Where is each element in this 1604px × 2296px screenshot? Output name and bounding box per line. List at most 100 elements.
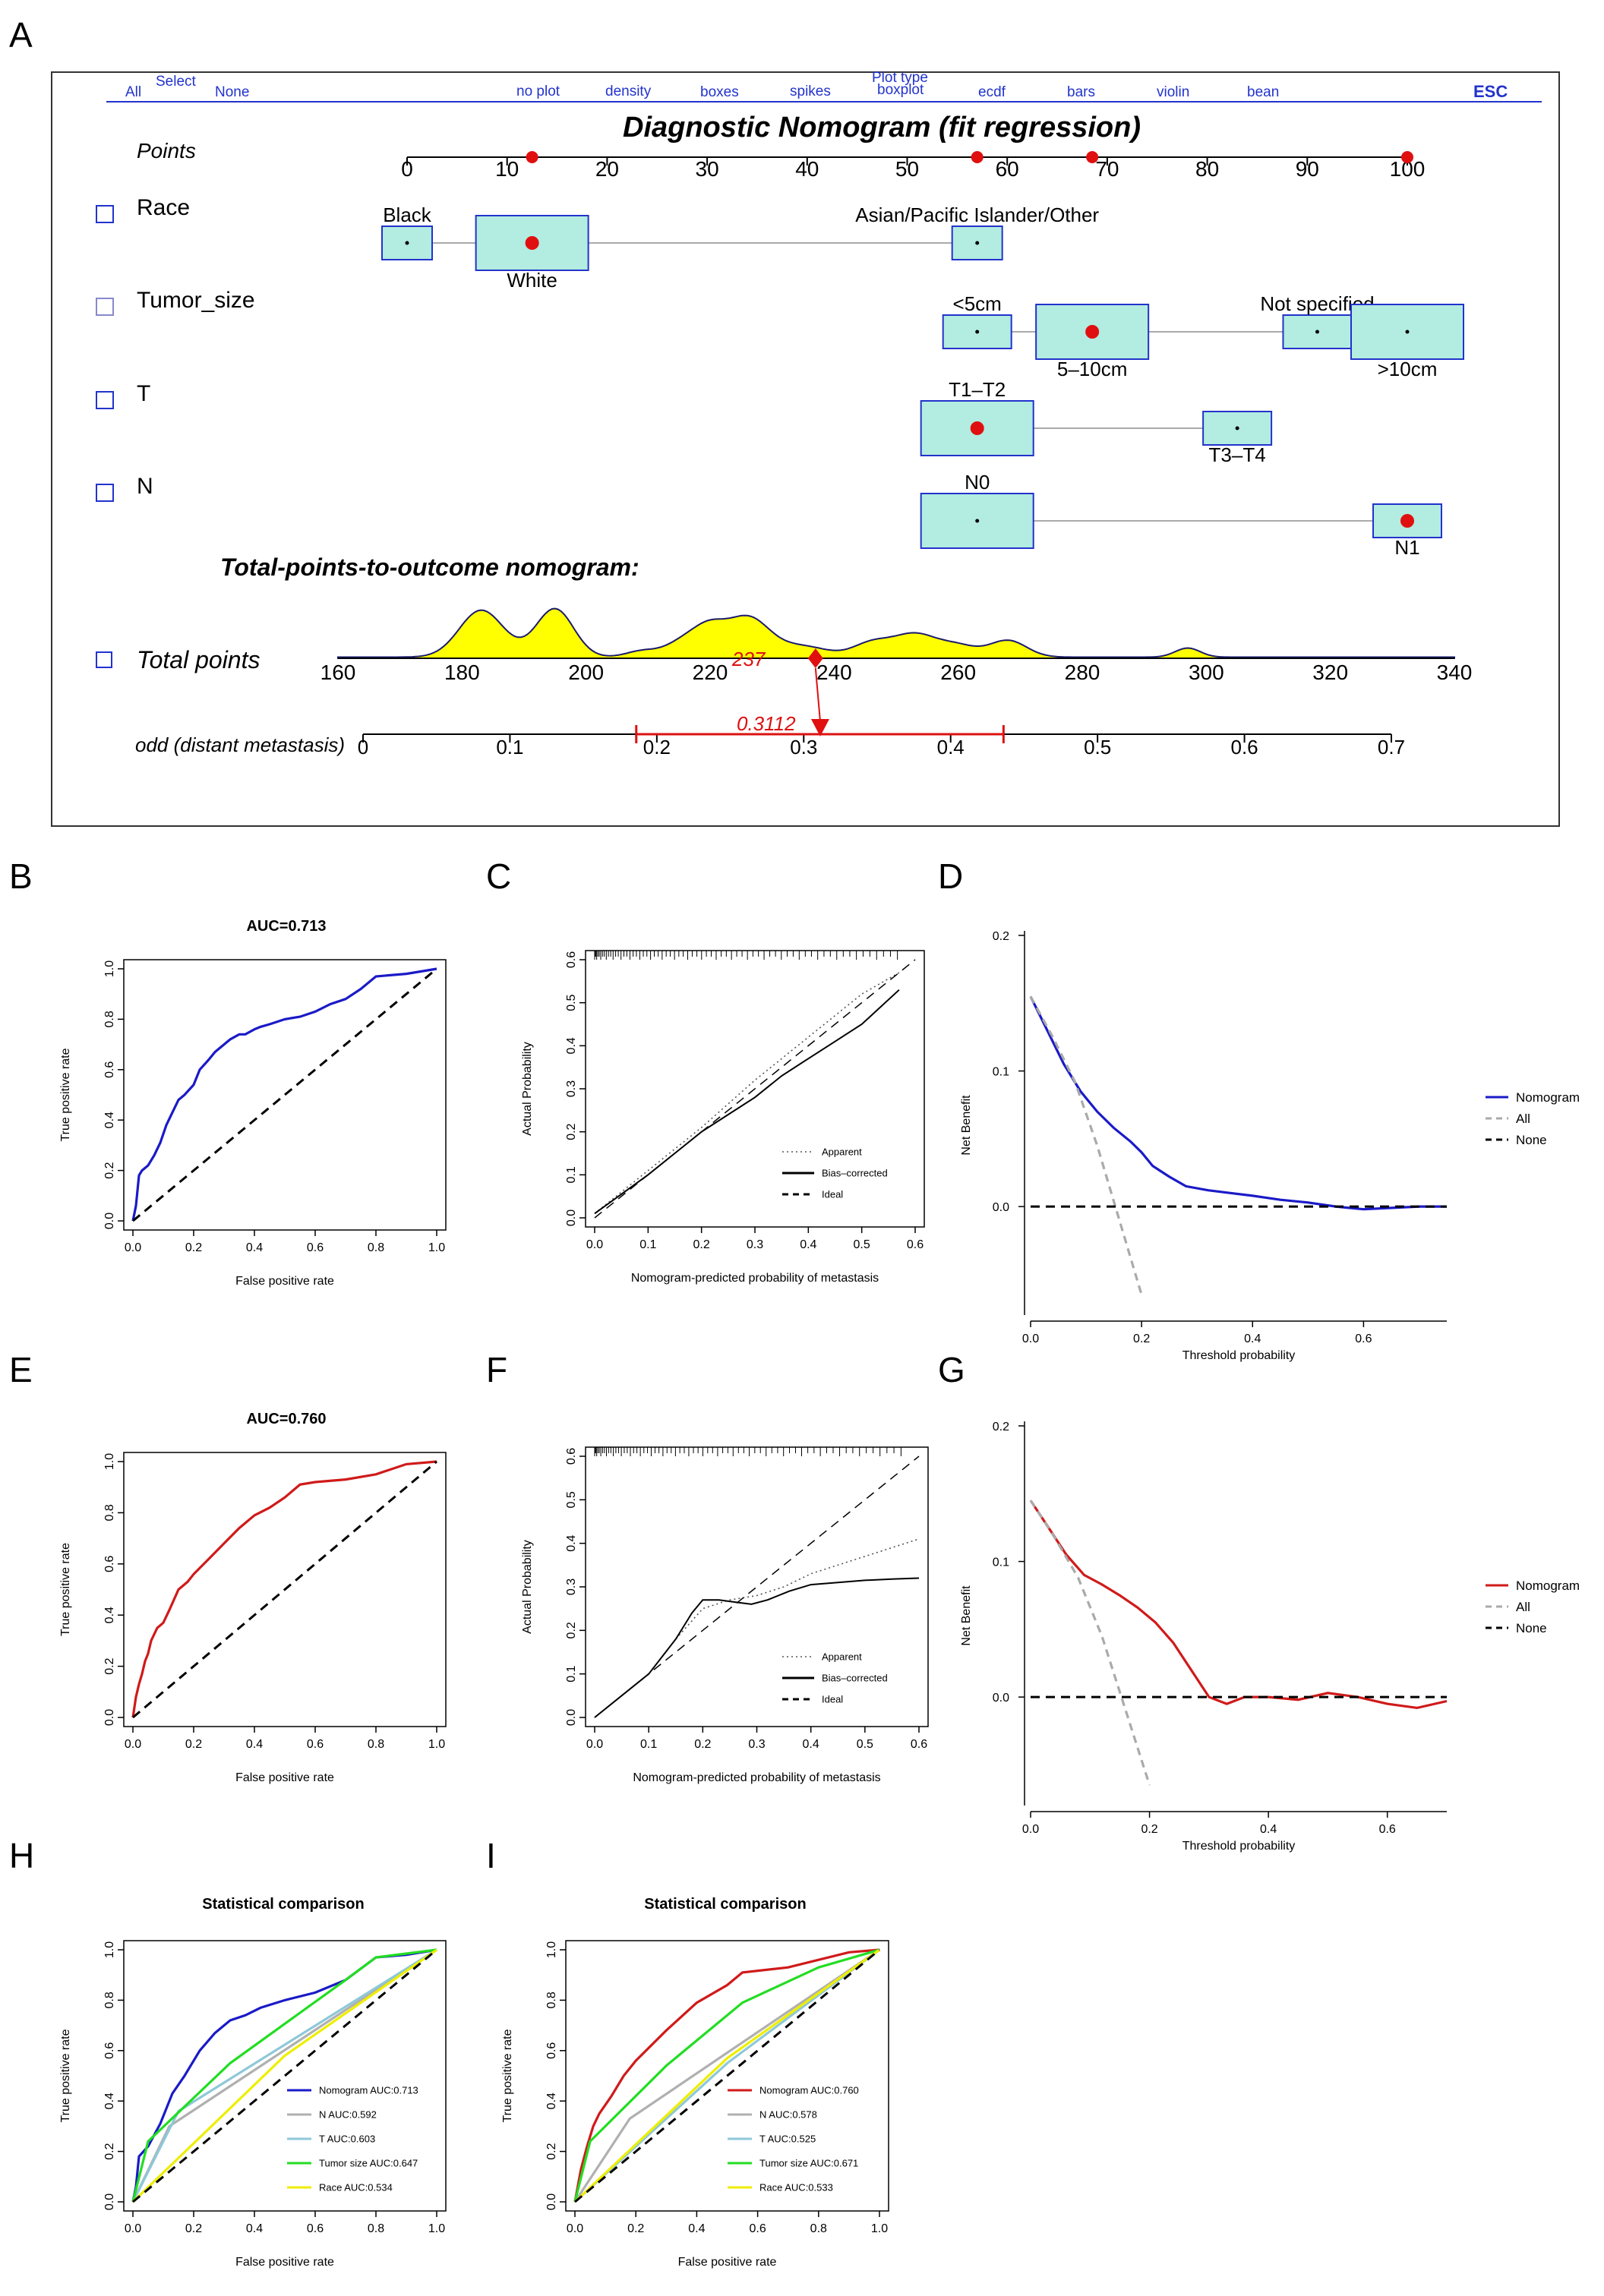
x-tick-label: 0.4 [688, 2222, 705, 2235]
x-tick-label: 0.4 [1244, 1332, 1261, 1345]
panel-letter-c: C [486, 856, 511, 896]
points-tick-label: 20 [595, 157, 619, 181]
y-tick-label: 0.1 [993, 1556, 1009, 1569]
series-line-apparent [594, 972, 900, 1214]
level-label: <5cm [953, 292, 1002, 315]
odd-label: odd (distant metastasis) [135, 733, 345, 756]
x-tick-label: 0.6 [911, 1738, 927, 1751]
series-line-reference [132, 967, 437, 1222]
level-selected-dot [970, 421, 984, 435]
level-selected-dot [525, 236, 539, 250]
legend-label: None [1516, 1621, 1547, 1635]
total-tick-label: 160 [320, 661, 356, 684]
variable-checkbox [96, 205, 114, 223]
x-tick-label: 0.6 [1355, 1332, 1372, 1345]
plot-frame [123, 1940, 447, 2212]
level-selected-dot [1085, 325, 1100, 339]
y-axis-label: Actual Probability [521, 1540, 534, 1634]
x-tick-label: 0.0 [586, 1238, 603, 1251]
x-tick-label: 1.0 [428, 2222, 445, 2235]
level-selected-dot [1400, 514, 1414, 528]
menu-boxes[interactable]: boxes [700, 84, 739, 100]
menu-bars[interactable]: bars [1067, 84, 1095, 100]
menu-none[interactable]: None [215, 84, 249, 100]
menu-ecdf[interactable]: ecdf [978, 84, 1006, 100]
x-tick-label: 0.6 [907, 1238, 924, 1251]
level-dot [975, 519, 980, 523]
x-tick-label: 0.2 [1141, 1823, 1157, 1836]
points-axis: 0 10 20 30 40 50 60 70 80 90 100 [401, 151, 1425, 181]
menu-boxplot[interactable]: boxplot [877, 82, 924, 98]
menu-no-plot[interactable]: no plot [516, 84, 560, 99]
menu-esc[interactable]: ESC [1473, 82, 1508, 101]
x-axis-label: Nomogram-predicted probability of metast… [631, 1272, 879, 1285]
series-line-nomogram [1029, 995, 1447, 1211]
x-axis-label: False positive rate [235, 2256, 334, 2269]
plot-frame [565, 1940, 889, 2212]
x-tick-label: 0.3 [748, 1738, 765, 1751]
total-tick-label: 200 [568, 661, 604, 684]
series-line-nomogram [1029, 1500, 1448, 1710]
total-checkbox[interactable] [96, 651, 112, 668]
level-dot [1315, 330, 1319, 334]
level-label: 5–10cm [1057, 358, 1128, 380]
series-line-reference [132, 1460, 437, 1719]
total-heading: Total-points-to-outcome nomogram: [220, 554, 639, 581]
level-dot [975, 330, 980, 334]
panel-letter-f: F [486, 1350, 507, 1389]
x-tick-label: 0.8 [810, 2222, 827, 2235]
x-tick-label: 0.0 [567, 2222, 583, 2235]
y-axis-label: Actual Probability [521, 1042, 534, 1136]
x-tick-label: 0.6 [749, 2222, 766, 2235]
nomogram-variables: Race Black White Asian/Pacific Islander/Oth… [96, 195, 1464, 559]
menu-violin[interactable]: violin [1157, 84, 1189, 100]
chart-g: 0.0 0.2 0.4 0.6 0.0 0.1 0.2 Threshold probabili… [960, 1421, 1580, 1853]
y-tick-label: 0.0 [565, 1709, 578, 1726]
x-tick-label: 0.8 [368, 1241, 384, 1254]
y-tick-label: 0.4 [545, 2093, 558, 2109]
series-line-n-auc-0-578 [573, 1948, 880, 2203]
series-line-ideal [594, 1456, 920, 1718]
level-label: N1 [1394, 536, 1419, 559]
x-tick-label: 0.2 [185, 2222, 202, 2235]
points-selected-dot [971, 151, 984, 163]
level-label: N0 [965, 471, 990, 494]
total-tick-label: 320 [1312, 661, 1348, 684]
points-selected-dot [1401, 151, 1413, 163]
y-tick-label: 0.0 [993, 1692, 1009, 1705]
y-axis-label: True positive rate [59, 2029, 72, 2122]
total-value-diamond [807, 648, 823, 668]
y-tick-label: 1.0 [103, 1941, 116, 1958]
level-label: T1–T2 [949, 378, 1006, 401]
menu-spikes[interactable]: spikes [790, 84, 831, 99]
legend-label: T AUC:0.603 [319, 2134, 375, 2145]
x-tick-label: 0.5 [857, 1738, 873, 1751]
y-tick-label: 0.4 [103, 2093, 116, 2109]
points-tick-label: 30 [696, 157, 719, 181]
x-tick-label: 0.8 [368, 2222, 384, 2235]
x-axis-label: False positive rate [235, 1275, 334, 1288]
y-tick-label: 0.2 [565, 1622, 578, 1638]
menu-all[interactable]: All [125, 84, 141, 100]
total-tick-label: 300 [1189, 661, 1224, 684]
menu-bean[interactable]: bean [1247, 84, 1279, 100]
chart-title: Statistical comparison [202, 1896, 364, 1913]
chart-h: Statistical comparison 0.0 0.2 0.4 0.6 0.8 1.0… [59, 1896, 447, 2269]
y-tick-label: 1.0 [103, 960, 116, 977]
chart-f: 0.0 0.1 0.2 0.3 0.4 0.5 0.6 0.0 0.1 0.2 0.3 0.4 0.5 0… [521, 1446, 929, 1784]
level-dot [1405, 330, 1410, 334]
chart-e: AUC=0.760 0.0 0.2 0.4 0.6 0.8 1.0 0.0 0.2 0.4 0.6 0… [59, 1411, 447, 1784]
y-tick-label: 0.3 [565, 1578, 578, 1595]
legend-label: T AUC:0.525 [759, 2134, 816, 2145]
level-label: T3–T4 [1209, 443, 1266, 466]
panel-letter-h: H [9, 1836, 34, 1875]
y-tick-label: 0.4 [103, 1112, 116, 1128]
x-tick-label: 0.2 [185, 1738, 202, 1751]
y-tick-label: 0.2 [993, 930, 1009, 943]
menu-density[interactable]: density [605, 84, 652, 99]
x-tick-label: 0.1 [639, 1238, 656, 1251]
x-tick-label: 0.3 [747, 1238, 763, 1251]
y-tick-label: 0.4 [565, 1534, 578, 1551]
legend-label: Nomogram [1516, 1578, 1580, 1593]
variable-label: Race [137, 195, 190, 220]
